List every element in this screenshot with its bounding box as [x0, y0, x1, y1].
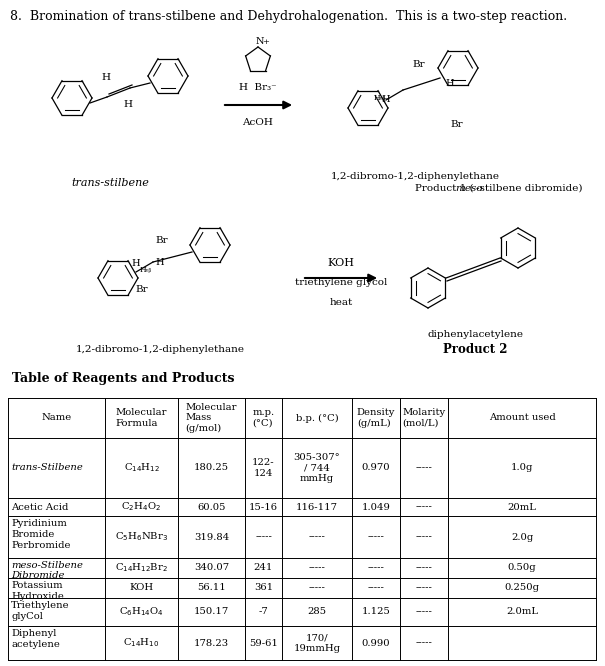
Text: Product 2: Product 2 [443, 343, 507, 356]
Text: -----: ----- [416, 639, 433, 647]
Text: Hᵥᵦ: Hᵥᵦ [374, 94, 386, 102]
Text: -----: ----- [368, 583, 384, 593]
Text: Diphenyl
acetylene: Diphenyl acetylene [11, 629, 60, 649]
Text: 1.0g: 1.0g [511, 464, 533, 472]
Text: 150.17: 150.17 [194, 607, 229, 617]
Text: 180.25: 180.25 [194, 464, 229, 472]
Text: Br: Br [412, 60, 425, 69]
Text: -----: ----- [255, 533, 272, 541]
Text: 0.50g: 0.50g [508, 563, 536, 573]
Text: 285: 285 [307, 607, 327, 617]
Text: 1.125: 1.125 [362, 607, 390, 617]
Text: 20mL: 20mL [508, 503, 537, 511]
Text: 2.0mL: 2.0mL [506, 607, 538, 617]
Text: Br: Br [450, 120, 463, 129]
Text: 116-117: 116-117 [296, 503, 338, 511]
Text: heat: heat [329, 298, 353, 307]
Text: -----: ----- [416, 607, 433, 617]
Text: trans-Stilbene: trans-Stilbene [11, 464, 83, 472]
Text: m.p.
(°C): m.p. (°C) [252, 408, 275, 428]
Text: AcOH: AcOH [243, 118, 273, 127]
Text: 122-
124: 122- 124 [252, 458, 275, 478]
Text: N: N [256, 37, 264, 46]
Text: -----: ----- [416, 533, 433, 541]
Text: 241: 241 [254, 563, 273, 573]
Text: -----: ----- [416, 563, 433, 573]
Text: -----: ----- [416, 583, 433, 593]
Text: -7: -7 [258, 607, 269, 617]
Text: C$_2$H$_4$O$_2$: C$_2$H$_4$O$_2$ [122, 501, 162, 513]
Text: KOH: KOH [327, 258, 355, 268]
Text: H: H [102, 73, 111, 82]
Text: Hᵥᵦ: Hᵥᵦ [140, 266, 152, 274]
Text: 319.84: 319.84 [194, 533, 229, 541]
Text: H: H [381, 95, 390, 104]
Text: 60.05: 60.05 [197, 503, 226, 511]
Text: -----: ----- [309, 583, 325, 593]
Text: C$_{14}$H$_{12}$Br$_2$: C$_{14}$H$_{12}$Br$_2$ [115, 561, 168, 574]
Text: Density
(g/mL): Density (g/mL) [357, 408, 395, 428]
Text: C$_{14}$H$_{10}$: C$_{14}$H$_{10}$ [123, 637, 160, 649]
Text: Table of Reagents and Products: Table of Reagents and Products [12, 372, 235, 385]
Text: meso: meso [455, 184, 483, 193]
Text: 305-307°
/ 744
mmHg: 305-307° / 744 mmHg [293, 453, 341, 483]
Text: H: H [445, 79, 454, 89]
Text: 340.07: 340.07 [194, 563, 229, 573]
Text: 170/
19mmHg: 170/ 19mmHg [293, 633, 341, 653]
Text: Molecular
Mass
(g/mol): Molecular Mass (g/mol) [186, 403, 237, 433]
Text: 8.  Bromination of trans-stilbene and Dehydrohalogenation.  This is a two-step r: 8. Bromination of trans-stilbene and Deh… [10, 10, 567, 23]
Text: C$_5$H$_6$NBr$_3$: C$_5$H$_6$NBr$_3$ [115, 531, 168, 543]
Text: 59-61: 59-61 [249, 639, 278, 647]
Text: 1,2-dibromo-1,2-diphenylethane: 1,2-dibromo-1,2-diphenylethane [76, 345, 244, 354]
Text: Br: Br [155, 236, 168, 245]
Text: 2.0g: 2.0g [511, 533, 533, 541]
Text: meso-Stilbene
Dibromide: meso-Stilbene Dibromide [11, 561, 83, 580]
Text: Br: Br [136, 285, 148, 294]
Text: H  Br₃⁻: H Br₃⁻ [239, 83, 277, 92]
Text: Acetic Acid: Acetic Acid [11, 503, 68, 511]
Text: H: H [155, 258, 163, 267]
Text: trans-stilbene: trans-stilbene [71, 178, 149, 188]
Text: -stilbene dibromide): -stilbene dibromide) [476, 184, 583, 193]
Text: 1.049: 1.049 [362, 503, 390, 511]
Text: Triethylene
glyCol: Triethylene glyCol [11, 601, 70, 621]
Text: Molarity
(mol/L): Molarity (mol/L) [402, 408, 445, 428]
Text: Potassium
Hydroxide: Potassium Hydroxide [11, 581, 64, 601]
Text: triethylene glycol: triethylene glycol [295, 278, 387, 287]
Text: Molecular
Formula: Molecular Formula [116, 408, 167, 428]
Text: Amount used: Amount used [489, 414, 555, 422]
Text: -----: ----- [309, 533, 325, 541]
Text: -----: ----- [368, 533, 384, 541]
Text: diphenylacetylene: diphenylacetylene [427, 330, 523, 339]
Text: +: + [263, 38, 269, 46]
Text: H: H [123, 100, 132, 109]
Text: 1,2-dibromo-1,2-diphenylethane: 1,2-dibromo-1,2-diphenylethane [330, 172, 500, 181]
Text: 15-16: 15-16 [249, 503, 278, 511]
Text: 178.23: 178.23 [194, 639, 229, 647]
Text: KOH: KOH [129, 583, 154, 593]
Text: Pyridinium
Bromide
Perbromide: Pyridinium Bromide Perbromide [11, 519, 71, 550]
Text: -----: ----- [416, 464, 433, 472]
Text: C$_6$H$_{14}$O$_4$: C$_6$H$_{14}$O$_4$ [119, 605, 164, 619]
Text: -----: ----- [416, 503, 433, 511]
Text: b.p. (°C): b.p. (°C) [296, 414, 338, 422]
Text: 0.990: 0.990 [362, 639, 390, 647]
Text: -----: ----- [309, 563, 325, 573]
Text: -----: ----- [368, 563, 384, 573]
Text: 56.11: 56.11 [197, 583, 226, 593]
Text: Name: Name [41, 414, 71, 422]
Text: Product 1 (: Product 1 ( [415, 184, 474, 193]
Text: H: H [131, 258, 140, 268]
Text: 0.250g: 0.250g [505, 583, 540, 593]
Text: C$_{14}$H$_{12}$: C$_{14}$H$_{12}$ [123, 462, 160, 474]
Text: 0.970: 0.970 [362, 464, 390, 472]
Text: 361: 361 [254, 583, 273, 593]
